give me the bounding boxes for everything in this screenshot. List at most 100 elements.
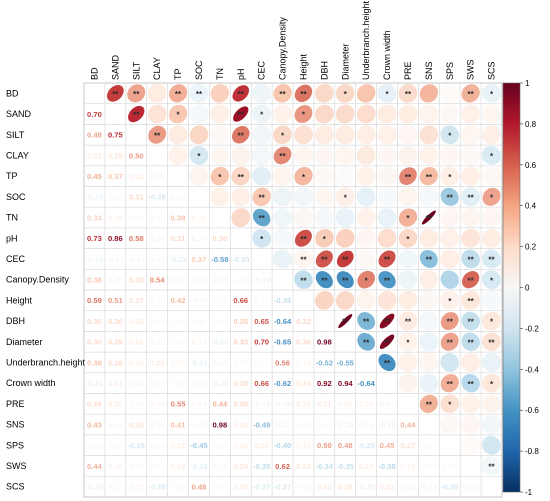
correlation-ellipse: [461, 125, 481, 145]
correlation-value: 0.30: [108, 317, 123, 326]
correlation-ellipse: [335, 228, 355, 248]
significance-marker: *: [448, 131, 452, 140]
correlation-ellipse: [106, 84, 124, 102]
correlation-value: 0.18: [108, 213, 123, 222]
row-label: SNS: [6, 420, 25, 430]
correlation-value: 0.42: [171, 296, 186, 305]
correlation-ellipse: [398, 332, 418, 352]
correlation-ellipse: [377, 104, 397, 124]
significance-marker: **: [363, 318, 370, 327]
correlation-ellipse: [377, 125, 397, 145]
row-label: TP: [6, 171, 18, 181]
correlation-value: 0.11: [150, 213, 165, 222]
column-label: SPS: [445, 62, 455, 80]
row-label: SWS: [6, 461, 27, 471]
correlation-value: -0.10: [316, 420, 333, 429]
colorbar-tick-label: 0.8: [525, 120, 537, 129]
correlation-ellipse: [335, 125, 355, 145]
correlation-ellipse: [378, 271, 396, 289]
correlation-value: 0.16: [296, 441, 311, 450]
correlation-value: 0.26: [129, 420, 144, 429]
correlation-value: -0.20: [211, 379, 228, 388]
correlation-value: -0.12: [462, 482, 479, 491]
correlation-ellipse: [440, 312, 459, 331]
correlation-value: 0.23: [296, 462, 311, 471]
correlation-ellipse: [231, 125, 250, 144]
correlation-ellipse: [461, 352, 481, 372]
significance-marker: *: [490, 318, 494, 327]
correlation-value: 0.70: [87, 110, 102, 119]
column-label: Crown width: [382, 30, 392, 80]
column-label: SILT: [131, 61, 141, 80]
correlation-ellipse: [461, 373, 480, 393]
correlation-value: 0.38: [171, 213, 186, 222]
correlation-ellipse: [419, 394, 438, 413]
correlation-value: -0.64: [274, 317, 292, 326]
correlation-ellipse: [482, 249, 501, 269]
correlation-ellipse: [482, 290, 502, 310]
column-label: TN: [215, 68, 225, 80]
correlation-value: -0.13: [420, 482, 437, 491]
correlation-value: 0.14: [150, 400, 166, 409]
correlation-value: -0.58: [211, 255, 228, 264]
correlation-value: 0.24: [296, 379, 312, 388]
row-label: TN: [6, 213, 18, 223]
correlation-value: 0.37: [192, 255, 207, 264]
correlation-ellipse: [314, 166, 334, 186]
significance-marker: *: [260, 235, 264, 244]
correlation-value: -0.64: [357, 379, 375, 388]
correlation-value: -0.17: [107, 255, 124, 264]
correlation-value: 0.54: [150, 275, 166, 284]
correlation-ellipse: [440, 394, 460, 414]
correlation-ellipse: [419, 104, 439, 124]
row-label: SILT: [6, 130, 25, 140]
cells-layer: ** ** ** ** ** ** ** * * ** ** *0.70 ** * ** * *0.48 0.75…: [86, 83, 502, 491]
correlation-ellipse: [461, 104, 481, 124]
correlation-value: 0.44: [87, 462, 103, 471]
significance-marker: **: [279, 90, 286, 99]
correlation-ellipse: [379, 313, 395, 329]
correlation-value: -0.62: [274, 379, 291, 388]
correlation-value: 0.15: [212, 358, 228, 367]
significance-marker: **: [342, 318, 349, 327]
correlation-ellipse: [379, 334, 395, 349]
significance-marker: **: [259, 193, 266, 202]
significance-marker: **: [238, 131, 245, 140]
correlation-ellipse: [419, 187, 439, 207]
correlation-value: -0.27: [253, 482, 270, 491]
correlation-value: -0.45: [190, 441, 208, 450]
correlation-ellipse: [210, 104, 230, 124]
correlation-ellipse: [377, 166, 397, 186]
correlation-ellipse: [419, 125, 439, 145]
correlation-value: 0.16: [129, 379, 144, 388]
correlation-ellipse: [398, 125, 418, 145]
row-label: SPS: [6, 440, 24, 450]
correlation-ellipse: [356, 290, 376, 310]
significance-marker: **: [300, 256, 307, 265]
significance-marker: **: [468, 338, 475, 347]
correlation-ellipse: [315, 271, 333, 289]
significance-marker: *: [406, 235, 410, 244]
correlation-ellipse: [210, 145, 230, 165]
correlation-ellipse: [398, 290, 418, 310]
correlation-ellipse: [419, 311, 439, 331]
row-label: SOC: [6, 192, 26, 202]
correlation-ellipse: [419, 332, 439, 352]
correlation-value: 0.08: [108, 441, 123, 450]
correlation-ellipse: [421, 210, 436, 225]
correlation-ellipse: [440, 249, 460, 269]
correlation-ellipse: [377, 187, 397, 207]
correlation-ellipse: [315, 291, 334, 310]
row-label: CEC: [6, 254, 26, 264]
correlation-value: -0.35: [337, 462, 355, 471]
correlation-value: 0.11: [192, 317, 207, 326]
correlation-value: -0.09: [190, 379, 207, 388]
significance-marker: *: [176, 111, 180, 120]
correlation-value: 0.30: [233, 400, 248, 409]
correlation-value: 0.59: [87, 296, 102, 305]
significance-marker: **: [384, 256, 391, 265]
colorbar-tick-label: 0.4: [525, 202, 537, 211]
correlation-ellipse: [440, 290, 460, 310]
correlation-ellipse: [398, 352, 418, 372]
correlation-ellipse: [419, 228, 439, 248]
